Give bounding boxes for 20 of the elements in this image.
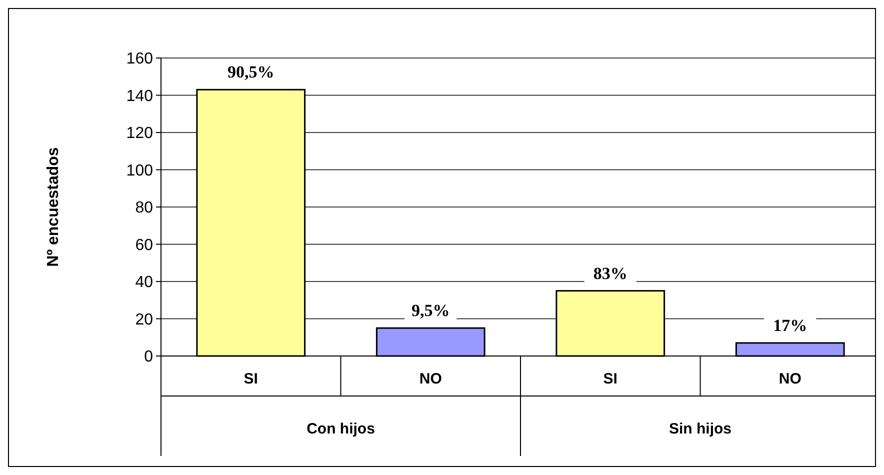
- y-axis-title: Nº encuestados: [45, 147, 62, 267]
- y-tick-label: 140: [126, 88, 154, 105]
- y-tick-label: 0: [144, 348, 154, 366]
- y-tick-label: 20: [135, 311, 154, 328]
- text: Sin hijos: [668, 420, 732, 438]
- x-tick-label: SI: [244, 370, 258, 388]
- text: Con hijos: [306, 420, 375, 438]
- annotation: 17%: [773, 316, 808, 335]
- y-tick-label: 100: [126, 162, 154, 180]
- x-tick-label: NO: [419, 370, 442, 388]
- annotation: 9,5%: [412, 301, 450, 320]
- y-tick-label: 80: [135, 200, 154, 217]
- y-tick-label: 120: [126, 125, 154, 142]
- x-tick-label: SI: [603, 370, 618, 388]
- y-tick-label: 40: [135, 274, 154, 292]
- y-tick-label: 160: [126, 50, 154, 68]
- x-tick-label: NO: [778, 370, 802, 388]
- y-tick-label: 60: [135, 236, 154, 254]
- annotation: 83%: [593, 264, 628, 283]
- annotation: 90,5%: [228, 62, 274, 82]
